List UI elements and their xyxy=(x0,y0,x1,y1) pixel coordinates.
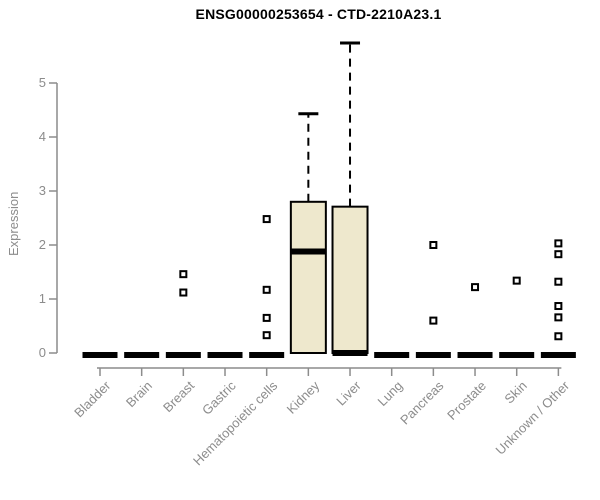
outlier-point xyxy=(262,285,271,294)
chart-title: ENSG00000253654 - CTD-2210A23.1 xyxy=(195,6,442,22)
collapsed-box-Brain xyxy=(124,352,160,358)
y-tick-label: 2 xyxy=(38,237,46,252)
y-tick-label: 1 xyxy=(38,291,46,306)
collapsed-box-Gastric xyxy=(207,352,243,358)
box-Kidney xyxy=(289,200,327,354)
outlier-point xyxy=(554,332,563,341)
collapsed-box-Unknown / Other xyxy=(540,352,576,358)
y-tick-label: 4 xyxy=(38,129,46,144)
collapsed-box-Lung xyxy=(374,352,410,358)
collapsed-box-Breast xyxy=(165,352,201,358)
collapsed-box-Bladder xyxy=(82,352,118,358)
collapsed-box-Prostate xyxy=(457,352,493,358)
outlier-point xyxy=(262,331,271,340)
y-tick-label: 5 xyxy=(38,75,46,90)
outlier-point xyxy=(554,250,563,259)
outlier-point xyxy=(262,215,271,224)
outlier-point xyxy=(554,277,563,286)
collapsed-box-Skin xyxy=(499,352,535,358)
collapsed-box-Pancreas xyxy=(415,352,451,358)
outlier-point xyxy=(429,316,438,325)
outlier-point xyxy=(471,283,480,292)
outlier-point xyxy=(179,270,188,279)
y-tick-label: 3 xyxy=(38,183,46,198)
outlier-point xyxy=(429,241,438,249)
outlier-point xyxy=(179,288,188,297)
y-tick-label: 0 xyxy=(38,345,46,360)
box-Liver xyxy=(331,205,369,354)
outlier-point xyxy=(554,239,563,248)
outlier-point xyxy=(554,313,563,322)
collapsed-box-Hematopoietic cells xyxy=(249,352,285,358)
outlier-point xyxy=(262,313,271,322)
outlier-point xyxy=(554,302,563,311)
outlier-point xyxy=(512,276,521,285)
